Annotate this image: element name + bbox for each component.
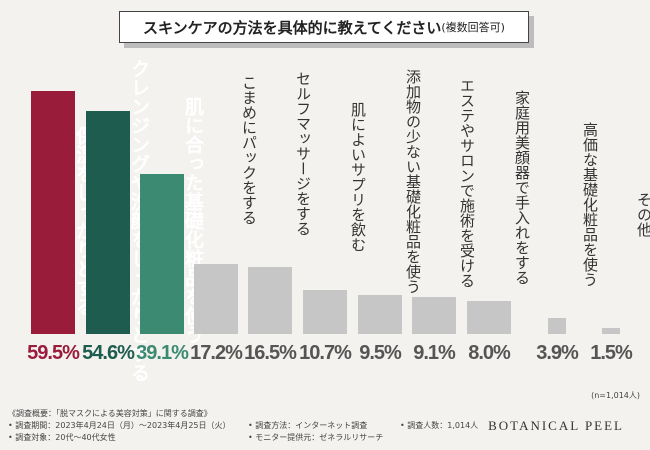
category-line: 添加物の少ない [404, 69, 422, 175]
value-label: 17.2% [190, 342, 243, 364]
category-label: 肌によいサプリを飲む [285, 69, 367, 284]
category-line: セルフマッサージをする [294, 70, 312, 236]
value-label: 10.7% [299, 342, 352, 364]
category-label: 高価な基礎化粧品を使う [517, 97, 599, 312]
value-label: 3.9% [536, 342, 579, 364]
survey-provider: モニター提供元：ゼネラルリサーチ [248, 432, 383, 443]
bar [86, 111, 130, 334]
value-label: 39.1% [136, 342, 189, 364]
bar [194, 263, 238, 334]
survey-count: 調査人数：1,014人 [400, 420, 478, 431]
brand-logo: BOTANICAL PEEL [488, 418, 624, 433]
category-label: こまめにパックをする [176, 43, 258, 258]
bar [31, 91, 75, 334]
title-note: (複数回答可) [441, 21, 505, 34]
value-label: 1.5% [590, 342, 633, 364]
bar [467, 301, 511, 334]
survey-target: 調査対象：20代〜40代女性 [8, 432, 115, 443]
category-line: 肌に合った [182, 97, 204, 192]
value-label: 59.5% [27, 342, 80, 364]
bar [548, 318, 566, 334]
chart-title: スキンケアの方法を具体的に教えてください [143, 18, 442, 37]
value-label: 9.1% [413, 342, 456, 364]
category-line: こまめにパックをする [240, 75, 258, 226]
survey-period: 調査期間：2023年4月24日（月）〜2023年4月25日（火） [8, 420, 230, 431]
category-label: 家庭用美顔器で 手入れをする [449, 80, 531, 295]
bar [358, 295, 402, 334]
category-line: 基礎化粧品を使う [404, 174, 422, 295]
bar [602, 327, 620, 334]
survey-method: 調査方法：インターネット調査 [248, 420, 367, 431]
value-label: 16.5% [244, 342, 297, 364]
category-line: 肌によいサプリを飲む [349, 101, 367, 252]
value-label: 54.6% [82, 342, 135, 364]
bar [303, 290, 347, 334]
category-label: 添加物の少ない 基礎化粧品を使う [340, 69, 422, 294]
category-line: エステやサロンで [458, 78, 476, 199]
sample-note: (n=1,014人) [591, 391, 640, 400]
value-label: 9.5% [359, 342, 402, 364]
category-line: 手入れをする [513, 195, 531, 286]
category-label: エステやサロンで 施術を受ける [394, 76, 476, 291]
category-line: 高価な基礎化粧品を使う [581, 122, 599, 288]
bar [248, 266, 292, 334]
category-label: セルフマッサージをする [230, 46, 312, 261]
survey-title: 《調査概要：「脱マスクによる美容対策」に関する調査》 [8, 409, 212, 418]
bar [412, 296, 456, 334]
category-line: その他 [635, 191, 650, 237]
title-box: スキンケアの方法を具体的に教えてください (複数回答可) [119, 11, 529, 43]
bar [140, 174, 184, 334]
category-line: 家庭用美顔器で [513, 90, 531, 196]
category-label: その他 [571, 107, 650, 322]
category-line: 施術を受ける [458, 198, 476, 289]
value-label: 8.0% [468, 342, 511, 364]
